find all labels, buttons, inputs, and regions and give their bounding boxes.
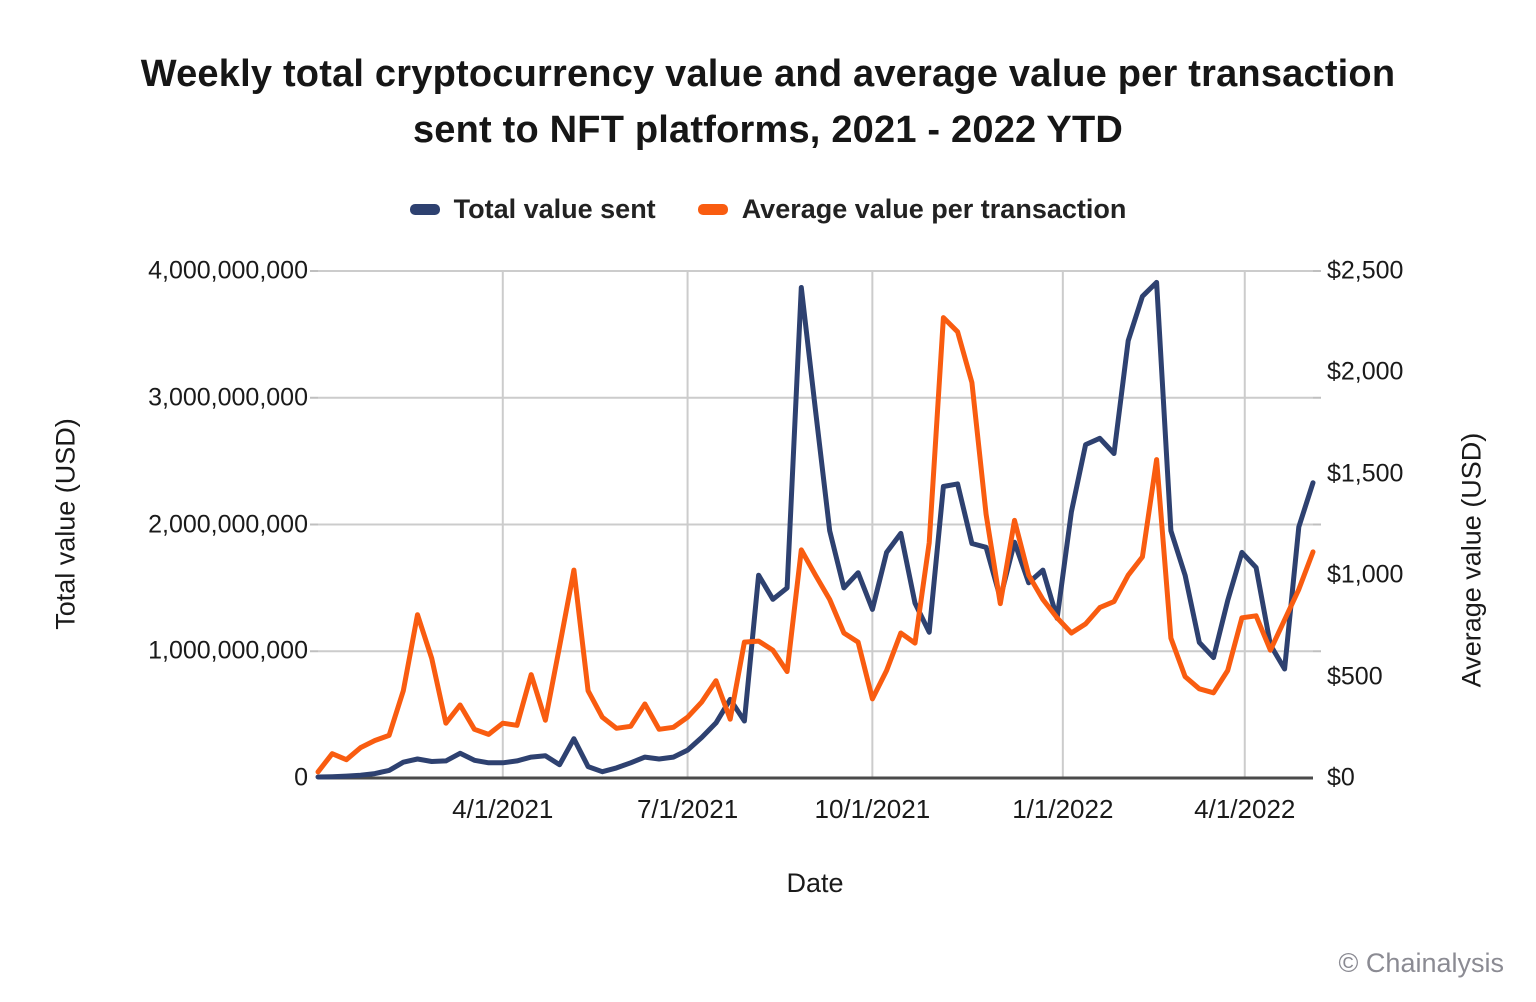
x-tick: 4/1/2021: [452, 794, 554, 824]
y-axis-left-title: Total value (USD): [50, 418, 81, 630]
y-left-tick: 4,000,000,000: [148, 256, 308, 285]
legend-item-total-value-sent: Total value sent: [409, 194, 656, 225]
y-left-tick: 0: [294, 763, 308, 792]
y-right-tick: $0: [1327, 763, 1355, 792]
x-tick: 1/1/2022: [1012, 794, 1114, 824]
legend-swatch-average-value: [697, 204, 728, 215]
x-tick: 7/1/2021: [636, 794, 739, 824]
legend-swatch-total-value-sent: [409, 204, 440, 215]
line-chart-svg: [310, 270, 1321, 780]
y-axis-left-tick-labels: 0 1,000,000,000 2,000,000,000 3,000,000,000…: [0, 257, 308, 792]
y-axis-right-title: Average value (USD): [1456, 432, 1487, 688]
legend: Total value sent Average value per trans…: [0, 194, 1536, 225]
x-axis-tick-labels: 4/1/2021 7/1/2021 10/1/2021 1/1/2022 4/1/202…: [318, 794, 1313, 834]
y-right-tick: $2,500: [1327, 256, 1404, 285]
x-axis-title: Date: [786, 868, 844, 898]
chart-title: Weekly total cryptocurrency value and av…: [0, 46, 1536, 158]
x-tick: 4/1/2022: [1194, 794, 1296, 824]
legend-label-average-value: Average value per transaction: [741, 194, 1127, 224]
plot-area: [310, 270, 1321, 780]
x-tick: 10/1/2021: [814, 794, 931, 824]
chainalysis-watermark: © Chainalysis: [1338, 948, 1504, 978]
y-left-tick: 1,000,000,000: [148, 636, 308, 665]
y-right-tick: $1,500: [1327, 459, 1404, 488]
chart-title-line-1: Weekly total cryptocurrency value and av…: [140, 53, 1396, 95]
chart-title-line-2: sent to NFT platforms, 2021 - 2022 YTD: [412, 109, 1124, 152]
legend-item-average-value: Average value per transaction: [697, 194, 1127, 225]
legend-label-total-value-sent: Total value sent: [453, 194, 656, 224]
y-axis-right-tick-labels: $0 $500 $1,000 $1,500 $2,000 $2,500: [1327, 257, 1527, 792]
y-right-tick: $2,000: [1327, 357, 1404, 386]
y-right-tick: $500: [1327, 662, 1383, 691]
y-right-tick: $1,000: [1327, 560, 1404, 589]
y-left-tick: 3,000,000,000: [148, 383, 308, 412]
y-left-tick: 2,000,000,000: [148, 510, 308, 538]
